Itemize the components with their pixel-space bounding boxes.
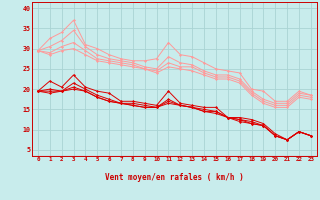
X-axis label: Vent moyen/en rafales ( km/h ): Vent moyen/en rafales ( km/h ) [105, 174, 244, 182]
